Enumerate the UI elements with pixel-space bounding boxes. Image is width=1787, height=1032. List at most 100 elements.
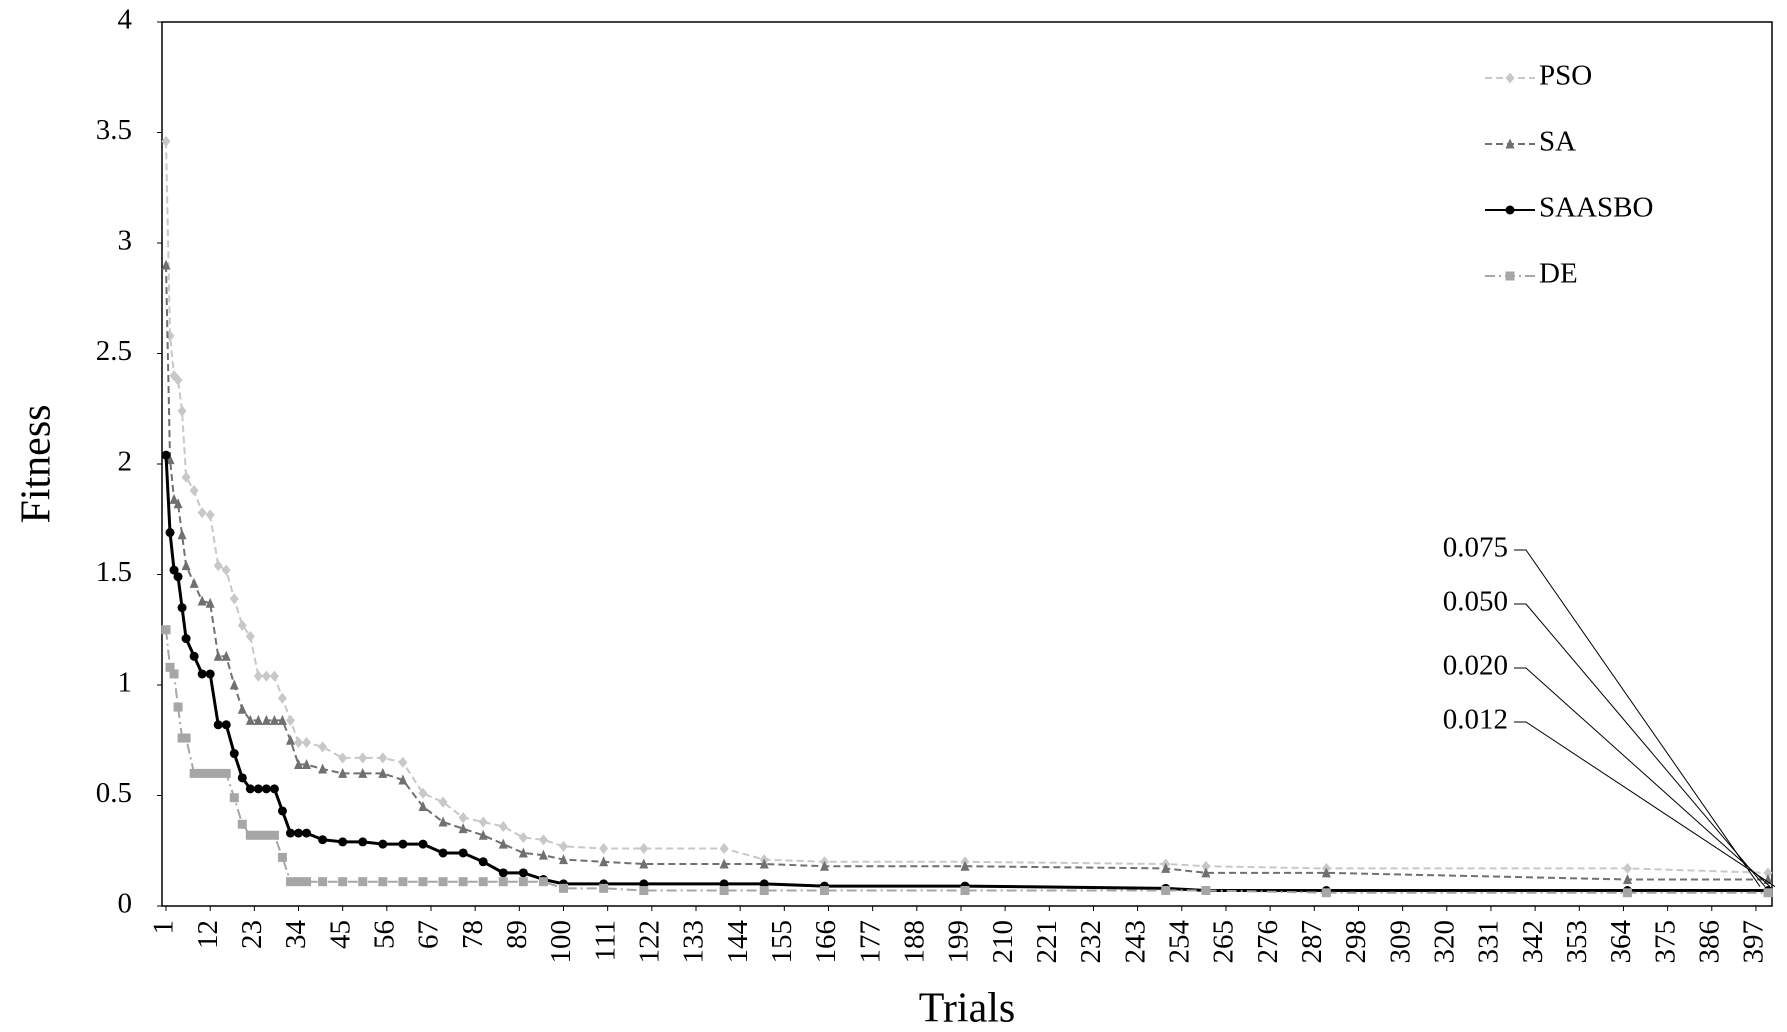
x-tick-label: 34 bbox=[280, 920, 312, 950]
annotation-leader bbox=[1514, 549, 1761, 887]
data-point bbox=[338, 752, 348, 764]
data-point bbox=[197, 595, 207, 606]
data-point bbox=[237, 819, 247, 829]
x-tick-label: 320 bbox=[1428, 920, 1460, 964]
data-point bbox=[213, 768, 223, 778]
data-point bbox=[358, 752, 368, 764]
x-tick-label: 100 bbox=[545, 920, 577, 964]
data-point bbox=[478, 816, 488, 828]
x-tick-label: 177 bbox=[854, 920, 886, 964]
data-point bbox=[318, 877, 328, 887]
data-point bbox=[458, 823, 468, 834]
data-point bbox=[599, 856, 609, 867]
y-tick-label: 4 bbox=[118, 4, 133, 36]
data-point bbox=[213, 720, 223, 730]
y-tick-label: 2.5 bbox=[96, 335, 132, 367]
x-tick-label: 45 bbox=[324, 920, 356, 949]
data-point bbox=[205, 597, 215, 608]
legend-label: DE bbox=[1539, 258, 1578, 290]
legend-marker bbox=[1505, 271, 1515, 281]
data-point bbox=[253, 714, 263, 725]
data-point bbox=[318, 835, 328, 845]
data-point bbox=[398, 877, 408, 887]
data-point bbox=[161, 625, 171, 635]
data-point bbox=[418, 801, 428, 812]
data-point bbox=[302, 877, 312, 887]
data-point bbox=[418, 787, 428, 799]
data-point bbox=[318, 763, 328, 774]
x-tick-label: 276 bbox=[1252, 920, 1284, 964]
data-point bbox=[285, 828, 295, 838]
y-tick-label: 3 bbox=[118, 225, 133, 257]
data-point bbox=[302, 736, 312, 748]
data-point bbox=[181, 634, 191, 644]
data-point bbox=[639, 843, 649, 855]
y-tick-label: 0.5 bbox=[96, 777, 132, 809]
data-point bbox=[197, 669, 207, 679]
x-tick-label: 155 bbox=[766, 920, 798, 964]
data-point bbox=[719, 886, 729, 896]
data-point bbox=[719, 858, 729, 869]
data-point bbox=[438, 816, 448, 827]
data-point bbox=[205, 768, 215, 778]
data-point bbox=[277, 806, 287, 816]
x-tick-label: 375 bbox=[1649, 920, 1681, 964]
data-point bbox=[261, 714, 271, 725]
data-point bbox=[338, 837, 348, 847]
data-point bbox=[302, 828, 312, 838]
data-point bbox=[237, 619, 247, 631]
data-point bbox=[229, 793, 239, 803]
data-point bbox=[245, 830, 255, 840]
data-point bbox=[221, 564, 231, 576]
x-tick-label: 166 bbox=[810, 920, 842, 964]
y-axis-label: Fitness bbox=[14, 404, 60, 523]
data-point bbox=[177, 529, 187, 540]
data-point bbox=[177, 405, 187, 417]
series-line bbox=[164, 455, 1768, 893]
data-point bbox=[418, 839, 428, 849]
data-point bbox=[1201, 886, 1211, 896]
data-point bbox=[205, 669, 215, 679]
data-point bbox=[1622, 862, 1632, 874]
data-point bbox=[245, 784, 255, 794]
data-point bbox=[318, 741, 328, 753]
data-point bbox=[269, 670, 279, 682]
data-point bbox=[338, 877, 348, 887]
data-point bbox=[719, 843, 729, 855]
x-tick-label: 199 bbox=[943, 920, 975, 964]
data-point bbox=[599, 843, 609, 855]
data-point bbox=[277, 714, 287, 725]
data-point bbox=[294, 877, 304, 887]
data-point bbox=[285, 734, 295, 745]
x-tick-label: 309 bbox=[1384, 920, 1416, 964]
x-tick-label: 265 bbox=[1208, 920, 1240, 964]
x-tick-label: 210 bbox=[987, 920, 1019, 964]
annotation-label: 0.020 bbox=[1443, 650, 1508, 682]
data-point bbox=[181, 471, 191, 483]
annotation-label: 0.050 bbox=[1443, 586, 1508, 618]
data-point bbox=[1161, 862, 1171, 873]
y-tick-label: 1.5 bbox=[96, 556, 132, 588]
data-point bbox=[458, 812, 468, 824]
data-point bbox=[205, 509, 215, 521]
x-tick-label: 342 bbox=[1517, 920, 1549, 964]
data-point bbox=[277, 852, 287, 862]
data-point bbox=[173, 498, 183, 509]
data-point bbox=[169, 493, 179, 504]
data-point bbox=[358, 877, 368, 887]
x-tick-label: 287 bbox=[1296, 920, 1328, 964]
data-point bbox=[294, 736, 304, 748]
data-point bbox=[1321, 867, 1331, 878]
data-point bbox=[237, 773, 247, 783]
data-point bbox=[213, 560, 223, 572]
data-point bbox=[253, 830, 263, 840]
data-point bbox=[173, 572, 183, 582]
data-point bbox=[378, 752, 388, 764]
x-tick-label: 122 bbox=[633, 920, 665, 964]
data-point bbox=[398, 756, 408, 768]
data-point bbox=[1622, 888, 1632, 898]
x-tick-label: 221 bbox=[1031, 920, 1063, 964]
data-point bbox=[538, 877, 548, 887]
data-point bbox=[558, 883, 568, 893]
